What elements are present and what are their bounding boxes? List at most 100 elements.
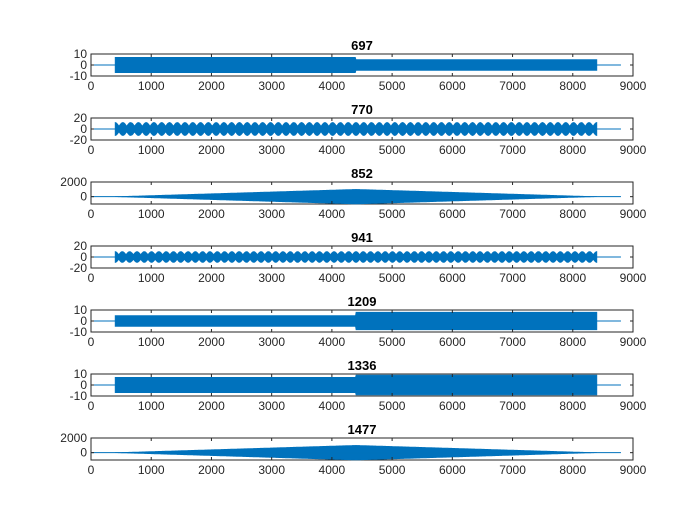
x-tick-label: 2000 bbox=[198, 143, 225, 157]
subplot-title: 852 bbox=[351, 166, 373, 181]
x-tick-label: 4000 bbox=[319, 207, 346, 221]
x-tick-label: 0 bbox=[88, 399, 95, 413]
y-tick-label: 0 bbox=[80, 122, 87, 136]
x-tick-label: 0 bbox=[88, 207, 95, 221]
x-tick-label: 8000 bbox=[559, 143, 586, 157]
subplot-title: 1477 bbox=[348, 422, 377, 437]
y-tick-label: 2000 bbox=[60, 431, 87, 445]
subplot-title: 1209 bbox=[348, 294, 377, 309]
x-tick-label: 5000 bbox=[379, 207, 406, 221]
x-tick-label: 3000 bbox=[258, 335, 285, 349]
y-tick-label: 10 bbox=[74, 303, 88, 317]
x-tick-label: 6000 bbox=[439, 335, 466, 349]
x-tick-label: 4000 bbox=[319, 335, 346, 349]
subplot-title: 1336 bbox=[348, 358, 377, 373]
x-tick-label: 6000 bbox=[439, 271, 466, 285]
x-tick-label: 5000 bbox=[379, 271, 406, 285]
x-tick-label: 9000 bbox=[620, 207, 647, 221]
x-tick-label: 8000 bbox=[559, 79, 586, 93]
y-tick-label: 20 bbox=[74, 239, 88, 253]
x-tick-label: 9000 bbox=[620, 79, 647, 93]
x-tick-label: 3000 bbox=[258, 271, 285, 285]
x-tick-label: 8000 bbox=[559, 335, 586, 349]
x-tick-label: 0 bbox=[88, 335, 95, 349]
y-tick-label: 0 bbox=[80, 190, 87, 204]
x-tick-label: 7000 bbox=[499, 335, 526, 349]
y-tick-label: 0 bbox=[80, 250, 87, 264]
x-tick-label: 0 bbox=[88, 79, 95, 93]
x-tick-label: 1000 bbox=[138, 399, 165, 413]
y-tick-label: 10 bbox=[74, 47, 88, 61]
y-tick-label: -10 bbox=[70, 69, 88, 83]
x-tick-label: 4000 bbox=[319, 79, 346, 93]
subplot-title: 941 bbox=[351, 230, 373, 245]
x-tick-label: 0 bbox=[88, 463, 95, 477]
x-tick-label: 1000 bbox=[138, 335, 165, 349]
x-tick-label: 8000 bbox=[559, 271, 586, 285]
x-tick-label: 9000 bbox=[620, 399, 647, 413]
x-tick-label: 6000 bbox=[439, 207, 466, 221]
y-tick-label: 10 bbox=[74, 367, 88, 381]
y-tick-label: -20 bbox=[70, 133, 88, 147]
x-tick-label: 2000 bbox=[198, 335, 225, 349]
y-tick-label: -20 bbox=[70, 261, 88, 275]
subplot-title: 770 bbox=[351, 102, 373, 117]
x-tick-label: 8000 bbox=[559, 463, 586, 477]
subplot-697: 697 0 1000 2000 3000 4000 5000 6000 7000 8000 9000… bbox=[70, 38, 647, 93]
x-tick-label: 3000 bbox=[258, 79, 285, 93]
x-tick-label: 1000 bbox=[138, 207, 165, 221]
x-tick-label: 2000 bbox=[198, 271, 225, 285]
x-tick-label: 7000 bbox=[499, 143, 526, 157]
x-tick-label: 3000 bbox=[258, 399, 285, 413]
y-tick-label: 2000 bbox=[60, 175, 87, 189]
x-tick-label: 3000 bbox=[258, 143, 285, 157]
y-tick-label: 0 bbox=[80, 58, 87, 72]
x-tick-label: 9000 bbox=[620, 335, 647, 349]
x-tick-label: 4000 bbox=[319, 399, 346, 413]
x-tick-label: 7000 bbox=[499, 399, 526, 413]
x-tick-label: 0 bbox=[88, 143, 95, 157]
subplot-941: 941 0 1000 2000 3000 4000 5000 6000 7000 8000 9000… bbox=[70, 230, 647, 285]
x-tick-label: 7000 bbox=[499, 79, 526, 93]
x-tick-label: 9000 bbox=[620, 271, 647, 285]
y-tick-label: 0 bbox=[80, 446, 87, 460]
x-tick-label: 1000 bbox=[138, 143, 165, 157]
x-tick-label: 2000 bbox=[198, 79, 225, 93]
y-tick-label: 0 bbox=[80, 378, 87, 392]
x-tick-label: 1000 bbox=[138, 79, 165, 93]
x-tick-label: 9000 bbox=[620, 143, 647, 157]
y-tick-label: -10 bbox=[70, 389, 88, 403]
x-tick-label: 1000 bbox=[138, 463, 165, 477]
x-tick-label: 8000 bbox=[559, 399, 586, 413]
x-tick-label: 7000 bbox=[499, 207, 526, 221]
x-tick-label: 5000 bbox=[379, 143, 406, 157]
x-tick-label: 5000 bbox=[379, 399, 406, 413]
x-tick-label: 5000 bbox=[379, 463, 406, 477]
y-tick-label: 20 bbox=[74, 111, 88, 125]
y-tick-label: -10 bbox=[70, 325, 88, 339]
x-tick-label: 8000 bbox=[559, 207, 586, 221]
x-tick-label: 6000 bbox=[439, 143, 466, 157]
x-tick-label: 0 bbox=[88, 271, 95, 285]
x-tick-label: 3000 bbox=[258, 207, 285, 221]
y-tick-label: 0 bbox=[80, 314, 87, 328]
subplot-1209: 1209 0 1000 2000 3000 4000 5000 6000 7000 8000 900… bbox=[70, 294, 647, 349]
x-tick-label: 3000 bbox=[258, 463, 285, 477]
x-tick-label: 6000 bbox=[439, 399, 466, 413]
x-tick-label: 1000 bbox=[138, 271, 165, 285]
subplot-1477: 1477 0 1000 2000 3000 4000 5000 6000 7000 8000 900… bbox=[60, 422, 646, 477]
subplot-title: 697 bbox=[351, 38, 373, 53]
x-tick-label: 5000 bbox=[379, 79, 406, 93]
x-tick-label: 4000 bbox=[319, 463, 346, 477]
subplot-1336: 1336 0 1000 2000 3000 4000 5000 6000 7000 8000 900… bbox=[70, 358, 647, 413]
subplot-770: 770 0 1000 2000 3000 4000 5000 6000 7000 8000 9000… bbox=[70, 102, 647, 157]
x-tick-label: 5000 bbox=[379, 335, 406, 349]
x-tick-label: 2000 bbox=[198, 463, 225, 477]
x-tick-label: 2000 bbox=[198, 207, 225, 221]
x-tick-label: 9000 bbox=[620, 463, 647, 477]
subplot-852: 852 0 1000 2000 3000 4000 5000 6000 7000 8000 9000… bbox=[60, 166, 646, 221]
x-tick-label: 4000 bbox=[319, 143, 346, 157]
x-tick-label: 7000 bbox=[499, 271, 526, 285]
